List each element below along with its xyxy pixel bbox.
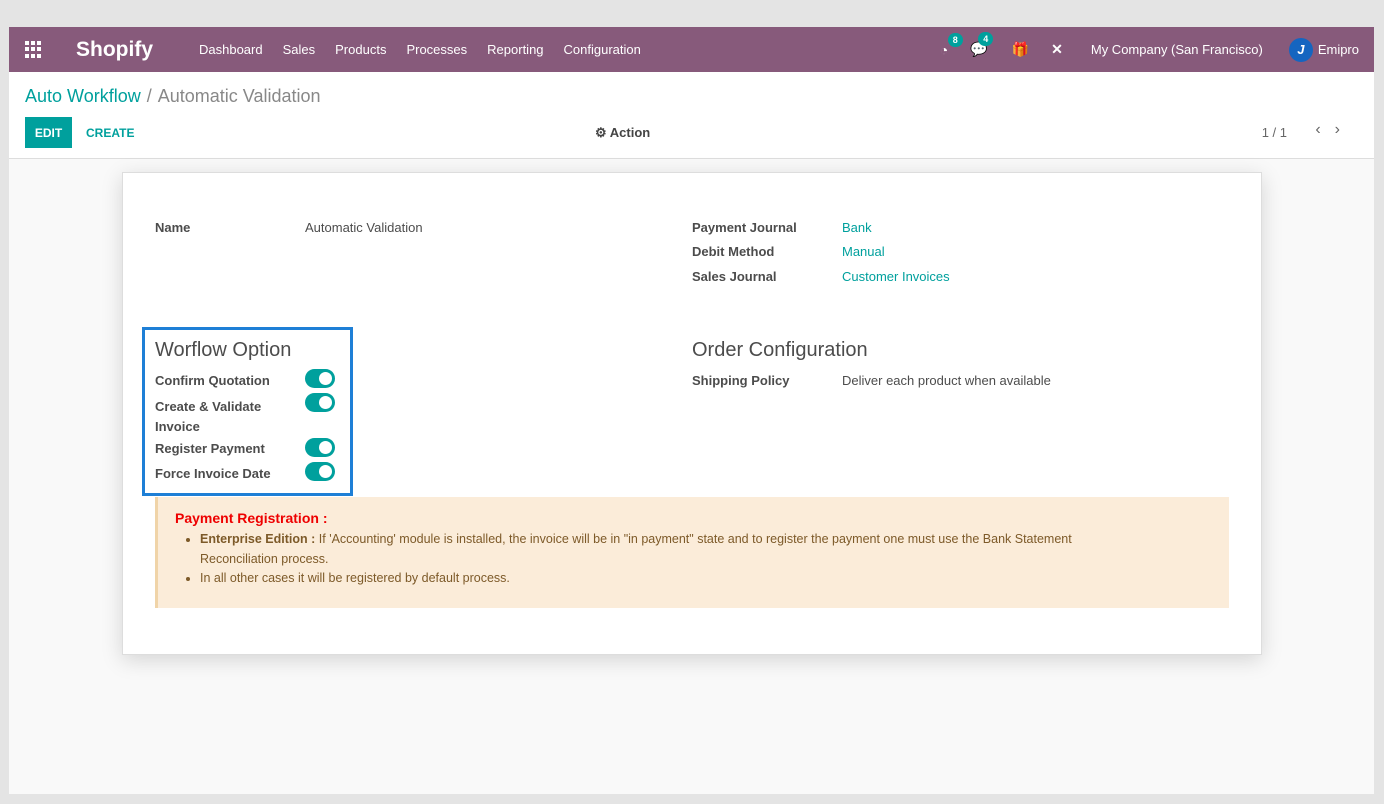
messages-badge: 4 [978, 32, 994, 46]
alert-item: Enterprise Edition : If 'Accounting' mod… [200, 530, 1120, 569]
activity-badge: 8 [947, 32, 963, 47]
alert-item-text: If 'Accounting' module is installed, the… [200, 532, 1072, 566]
force-invoice-date-toggle[interactable] [305, 462, 335, 481]
menu-products[interactable]: Products [335, 42, 387, 57]
chevron-right-icon[interactable]: › [1334, 121, 1354, 138]
create-button[interactable]: CREATE [86, 126, 135, 140]
shipping-policy-field[interactable]: Deliver each product when available [842, 373, 1051, 388]
register-payment-label: Register Payment [155, 441, 265, 456]
alert-item: In all other cases it will be registered… [200, 569, 1120, 589]
breadcrumb-current: Automatic Validation [157, 86, 321, 106]
edit-button[interactable]: EDIT [25, 117, 72, 148]
control-panel: Auto Workflow / Automatic Validation EDIT … [9, 72, 1374, 159]
workflow-highlight-box [142, 327, 353, 496]
gift-icon[interactable]: 🎁 [1011, 41, 1030, 57]
register-payment-toggle[interactable] [305, 438, 335, 457]
user-menu[interactable]: Emipro [1317, 42, 1359, 57]
confirm-quotation-toggle[interactable] [305, 369, 335, 388]
chevron-left-icon[interactable]: ‹ [1315, 121, 1335, 138]
user-avatar[interactable]: J [1288, 37, 1313, 62]
tools-icon[interactable]: ✕ [1051, 41, 1063, 57]
debit-method-label: Debit Method [692, 244, 775, 259]
activity-clock-icon[interactable]: ◔ 8 [940, 32, 963, 58]
alert-title: Payment Registration : [175, 510, 328, 526]
top-navbar: Shopify Dashboard Sales Products Processes R… [9, 27, 1374, 72]
payment-journal-label: Payment Journal [692, 220, 797, 235]
pager-value[interactable]: 1 / 1 [1261, 125, 1287, 140]
action-dropdown[interactable]: ⚙ Action [595, 125, 650, 141]
confirm-quotation-label: Confirm Quotation [155, 373, 270, 388]
force-invoice-date-label: Force Invoice Date [155, 466, 271, 481]
workflow-option-title: Worflow Option [155, 339, 292, 361]
menu-processes[interactable]: Processes [406, 42, 468, 57]
sales-journal-link[interactable]: Customer Invoices [842, 269, 950, 284]
messages-chat-icon[interactable]: 💬 4 [970, 32, 994, 58]
payment-journal-link[interactable]: Bank [842, 220, 872, 235]
form-sheet: Name Automatic Validation Payment Journa… [122, 172, 1262, 655]
menu-dashboard[interactable]: Dashboard [199, 42, 263, 57]
breadcrumb: Auto Workflow / Automatic Validation [25, 86, 321, 107]
name-field[interactable]: Automatic Validation [305, 220, 423, 235]
order-configuration-title: Order Configuration [692, 339, 868, 361]
gear-icon: ⚙ [595, 125, 607, 140]
breadcrumb-separator: / [146, 86, 152, 106]
app-brand: Shopify [76, 37, 153, 61]
menu-configuration[interactable]: Configuration [563, 42, 641, 57]
menu-sales[interactable]: Sales [282, 42, 316, 57]
menu-reporting[interactable]: Reporting [487, 42, 544, 57]
apps-menu-icon[interactable] [25, 40, 43, 59]
breadcrumb-parent[interactable]: Auto Workflow [25, 86, 141, 106]
name-label: Name [155, 220, 191, 235]
sales-journal-label: Sales Journal [692, 269, 777, 284]
action-label: Action [609, 125, 651, 140]
shipping-policy-label: Shipping Policy [692, 373, 790, 388]
create-validate-invoice-label: Create & Validate Invoice [155, 399, 262, 434]
debit-method-link[interactable]: Manual [842, 244, 885, 259]
payment-registration-alert: Payment Registration : Enterprise Editio… [155, 497, 1229, 608]
company-switcher[interactable]: My Company (San Francisco) [1090, 42, 1263, 57]
create-validate-invoice-toggle[interactable] [305, 393, 335, 412]
alert-item-bold: Enterprise Edition : [200, 532, 316, 546]
